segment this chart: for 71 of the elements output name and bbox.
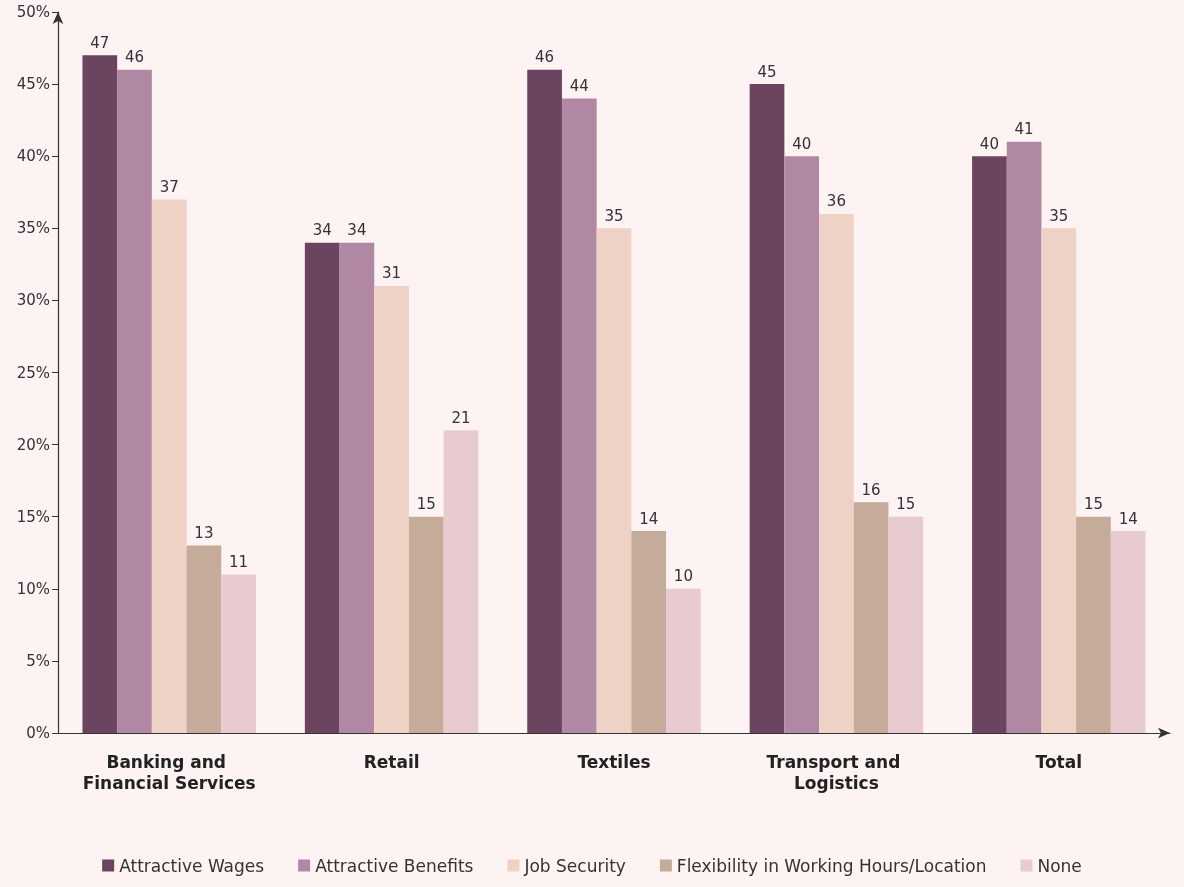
- data-label: 34: [347, 221, 367, 240]
- y-tick-label: 40%: [16, 147, 50, 166]
- x-tick-label: Transport and Logistics: [766, 751, 907, 793]
- bar: [596, 228, 632, 733]
- data-label: 11: [229, 552, 249, 571]
- data-label: 46: [124, 48, 145, 67]
- bar: [1110, 531, 1146, 733]
- data-label: 14: [1118, 509, 1138, 528]
- data-label: 31: [382, 264, 402, 283]
- bar: [666, 588, 701, 733]
- x-tick-label: Banking and Financial Services: [82, 751, 256, 793]
- y-tick-label: 25%: [16, 363, 50, 382]
- bar: [304, 242, 340, 733]
- bar: [888, 516, 924, 733]
- bar: [1041, 228, 1077, 733]
- bar: [784, 156, 820, 733]
- y-tick-label: 10%: [16, 579, 50, 598]
- data-label: 15: [416, 495, 436, 514]
- bar: [117, 69, 152, 733]
- data-label: 40: [979, 134, 999, 153]
- bar: [82, 55, 118, 733]
- data-label: 15: [896, 495, 916, 514]
- bar: [1076, 516, 1111, 733]
- data-label: 15: [1083, 495, 1104, 514]
- bar: [408, 516, 444, 733]
- bar: [374, 285, 409, 733]
- x-tick-label: Retail: [363, 751, 420, 772]
- legend-label: Job Security: [523, 855, 626, 876]
- bar: [186, 545, 222, 733]
- bar: [527, 69, 562, 733]
- bar: [819, 213, 854, 733]
- y-tick-label: 0%: [26, 724, 50, 742]
- data-label: 36: [826, 192, 846, 211]
- bar: [443, 430, 479, 733]
- data-label: 14: [639, 509, 659, 528]
- data-label: 16: [861, 480, 881, 499]
- bar: [631, 531, 667, 733]
- x-tick-label: Textiles: [577, 751, 651, 772]
- data-label: 35: [1049, 206, 1069, 225]
- y-tick-label: 20%: [16, 435, 50, 454]
- bar: [853, 502, 889, 733]
- data-label: 13: [194, 524, 214, 543]
- bar: [1006, 141, 1042, 733]
- data-label: 47: [90, 33, 110, 52]
- data-label: 37: [159, 177, 179, 196]
- x-tick-label: Total: [1035, 751, 1083, 772]
- data-label: 41: [1014, 120, 1034, 139]
- bar: [221, 574, 256, 733]
- bar: [972, 156, 1007, 733]
- y-tick-label: 15%: [16, 507, 50, 526]
- data-label: 10: [673, 567, 693, 586]
- data-label: 40: [792, 134, 812, 153]
- data-label: 44: [569, 77, 589, 96]
- data-label: 46: [535, 48, 555, 67]
- bar: [339, 242, 375, 733]
- y-tick-label: 30%: [16, 291, 50, 310]
- data-label: 21: [451, 408, 471, 427]
- bar: [749, 84, 785, 733]
- bar: [151, 199, 187, 733]
- y-tick-label: 35%: [16, 219, 50, 238]
- legend-label: Attractive Wages: [119, 855, 265, 876]
- y-tick-label: 45%: [16, 75, 50, 94]
- legend-label: Attractive Benefits: [315, 855, 474, 876]
- y-tick-label: 50%: [16, 3, 50, 21]
- data-label: 35: [604, 206, 624, 225]
- data-label: 45: [757, 62, 777, 81]
- data-label: 34: [312, 221, 332, 240]
- y-tick-label: 5%: [26, 651, 50, 670]
- legend-label: Flexibility in Working Hours/Location: [676, 855, 987, 876]
- bar: [561, 98, 597, 733]
- legend-label: None: [1037, 855, 1082, 876]
